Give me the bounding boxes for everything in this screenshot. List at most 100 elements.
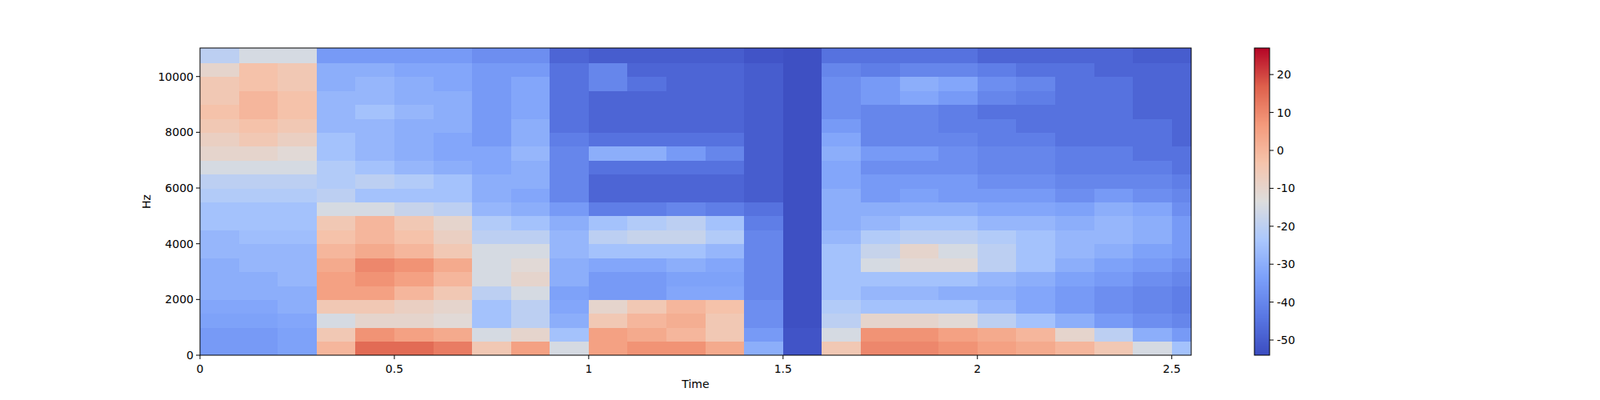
colorbar-step: [1254, 90, 1270, 92]
colorbar-step: [1254, 340, 1270, 342]
colorbar-step: [1254, 226, 1270, 228]
cell: [744, 244, 784, 259]
cell: [394, 174, 434, 189]
colorbar-step: [1254, 344, 1270, 346]
colorbar-step: [1254, 91, 1270, 92]
colorbar-step: [1254, 51, 1270, 52]
colorbar-step: [1254, 348, 1270, 350]
colorbar-step: [1254, 178, 1270, 180]
cell: [1132, 272, 1172, 287]
colorbar-step: [1254, 154, 1270, 156]
x-tick-label: 2: [973, 362, 981, 376]
cell: [1172, 229, 1192, 244]
colorbar-step: [1254, 265, 1270, 267]
cell: [472, 132, 512, 147]
colorbar-step: [1254, 347, 1270, 348]
cell: [627, 174, 667, 189]
cell: [549, 257, 589, 272]
cell: [355, 62, 395, 77]
cell: [666, 201, 706, 216]
colorbar-step: [1254, 306, 1270, 308]
colorbar-step: [1254, 174, 1270, 176]
colorbar-step: [1254, 53, 1270, 55]
cell: [394, 160, 434, 175]
cell: [239, 146, 279, 161]
cell: [1055, 341, 1095, 356]
colorbar-step: [1254, 139, 1270, 140]
colorbar-step: [1254, 75, 1270, 76]
cell: [666, 132, 706, 147]
cell: [860, 76, 900, 92]
cell: [200, 216, 240, 231]
colorbar-step: [1254, 332, 1270, 334]
cell: [938, 257, 978, 272]
colorbar-step: [1254, 80, 1270, 82]
colorbar-step: [1254, 155, 1270, 156]
cell: [394, 244, 434, 259]
colorbar-step: [1254, 270, 1270, 272]
colorbar-step: [1254, 230, 1270, 232]
colorbar-step: [1254, 124, 1270, 125]
colorbar-step: [1254, 255, 1270, 256]
colorbar-step: [1254, 182, 1270, 184]
colorbar-step: [1254, 219, 1270, 220]
cell: [316, 62, 356, 77]
cell: [627, 132, 667, 147]
cell: [316, 285, 356, 300]
cell: [705, 313, 745, 328]
colorbar-step: [1254, 252, 1270, 254]
cell: [433, 244, 473, 259]
cell: [511, 62, 551, 77]
cell: [316, 90, 356, 105]
cell: [1172, 327, 1192, 342]
colorbar-step: [1254, 150, 1270, 152]
cell: [277, 104, 317, 120]
cell: [588, 104, 628, 120]
colorbar-step: [1254, 183, 1270, 184]
cell: [627, 160, 667, 175]
colorbar-step: [1254, 312, 1270, 314]
cell: [783, 146, 823, 161]
colorbar-step: [1254, 101, 1270, 103]
cell: [277, 146, 317, 161]
cell: [549, 146, 589, 161]
cell: [666, 272, 706, 287]
cell: [1172, 104, 1192, 120]
cell: [1016, 201, 1056, 216]
cell: [239, 132, 279, 147]
cell: [355, 313, 395, 328]
cell: [472, 272, 512, 287]
colorbar-step: [1254, 276, 1270, 278]
cell: [588, 48, 628, 64]
cell: [1172, 62, 1192, 77]
colorbar-step: [1254, 332, 1270, 333]
cell: [316, 118, 356, 133]
cell: [1132, 285, 1172, 300]
x-tick: [782, 355, 784, 360]
cell: [472, 174, 512, 189]
cell: [1055, 201, 1095, 216]
cell: [433, 229, 473, 244]
colorbar-step: [1254, 277, 1270, 279]
colorbar-step: [1254, 116, 1270, 117]
colorbar-step: [1254, 352, 1270, 354]
colorbar-step: [1254, 192, 1270, 194]
colorbar-step: [1254, 209, 1270, 211]
colorbar-step: [1254, 52, 1270, 53]
cell: [627, 62, 667, 77]
colorbar-step: [1254, 233, 1270, 235]
cell: [1132, 90, 1172, 105]
cell: [1094, 118, 1134, 133]
colorbar-step: [1254, 185, 1270, 187]
cell: [744, 229, 784, 244]
cell: [1094, 272, 1134, 287]
cell: [1016, 327, 1056, 342]
cell: [783, 76, 823, 92]
cell: [355, 201, 395, 216]
cell: [705, 76, 745, 92]
cell: [1172, 146, 1192, 161]
cell: [938, 174, 978, 189]
colorbar-step: [1254, 239, 1270, 240]
cell: [1016, 104, 1056, 120]
colorbar-step: [1254, 107, 1270, 108]
